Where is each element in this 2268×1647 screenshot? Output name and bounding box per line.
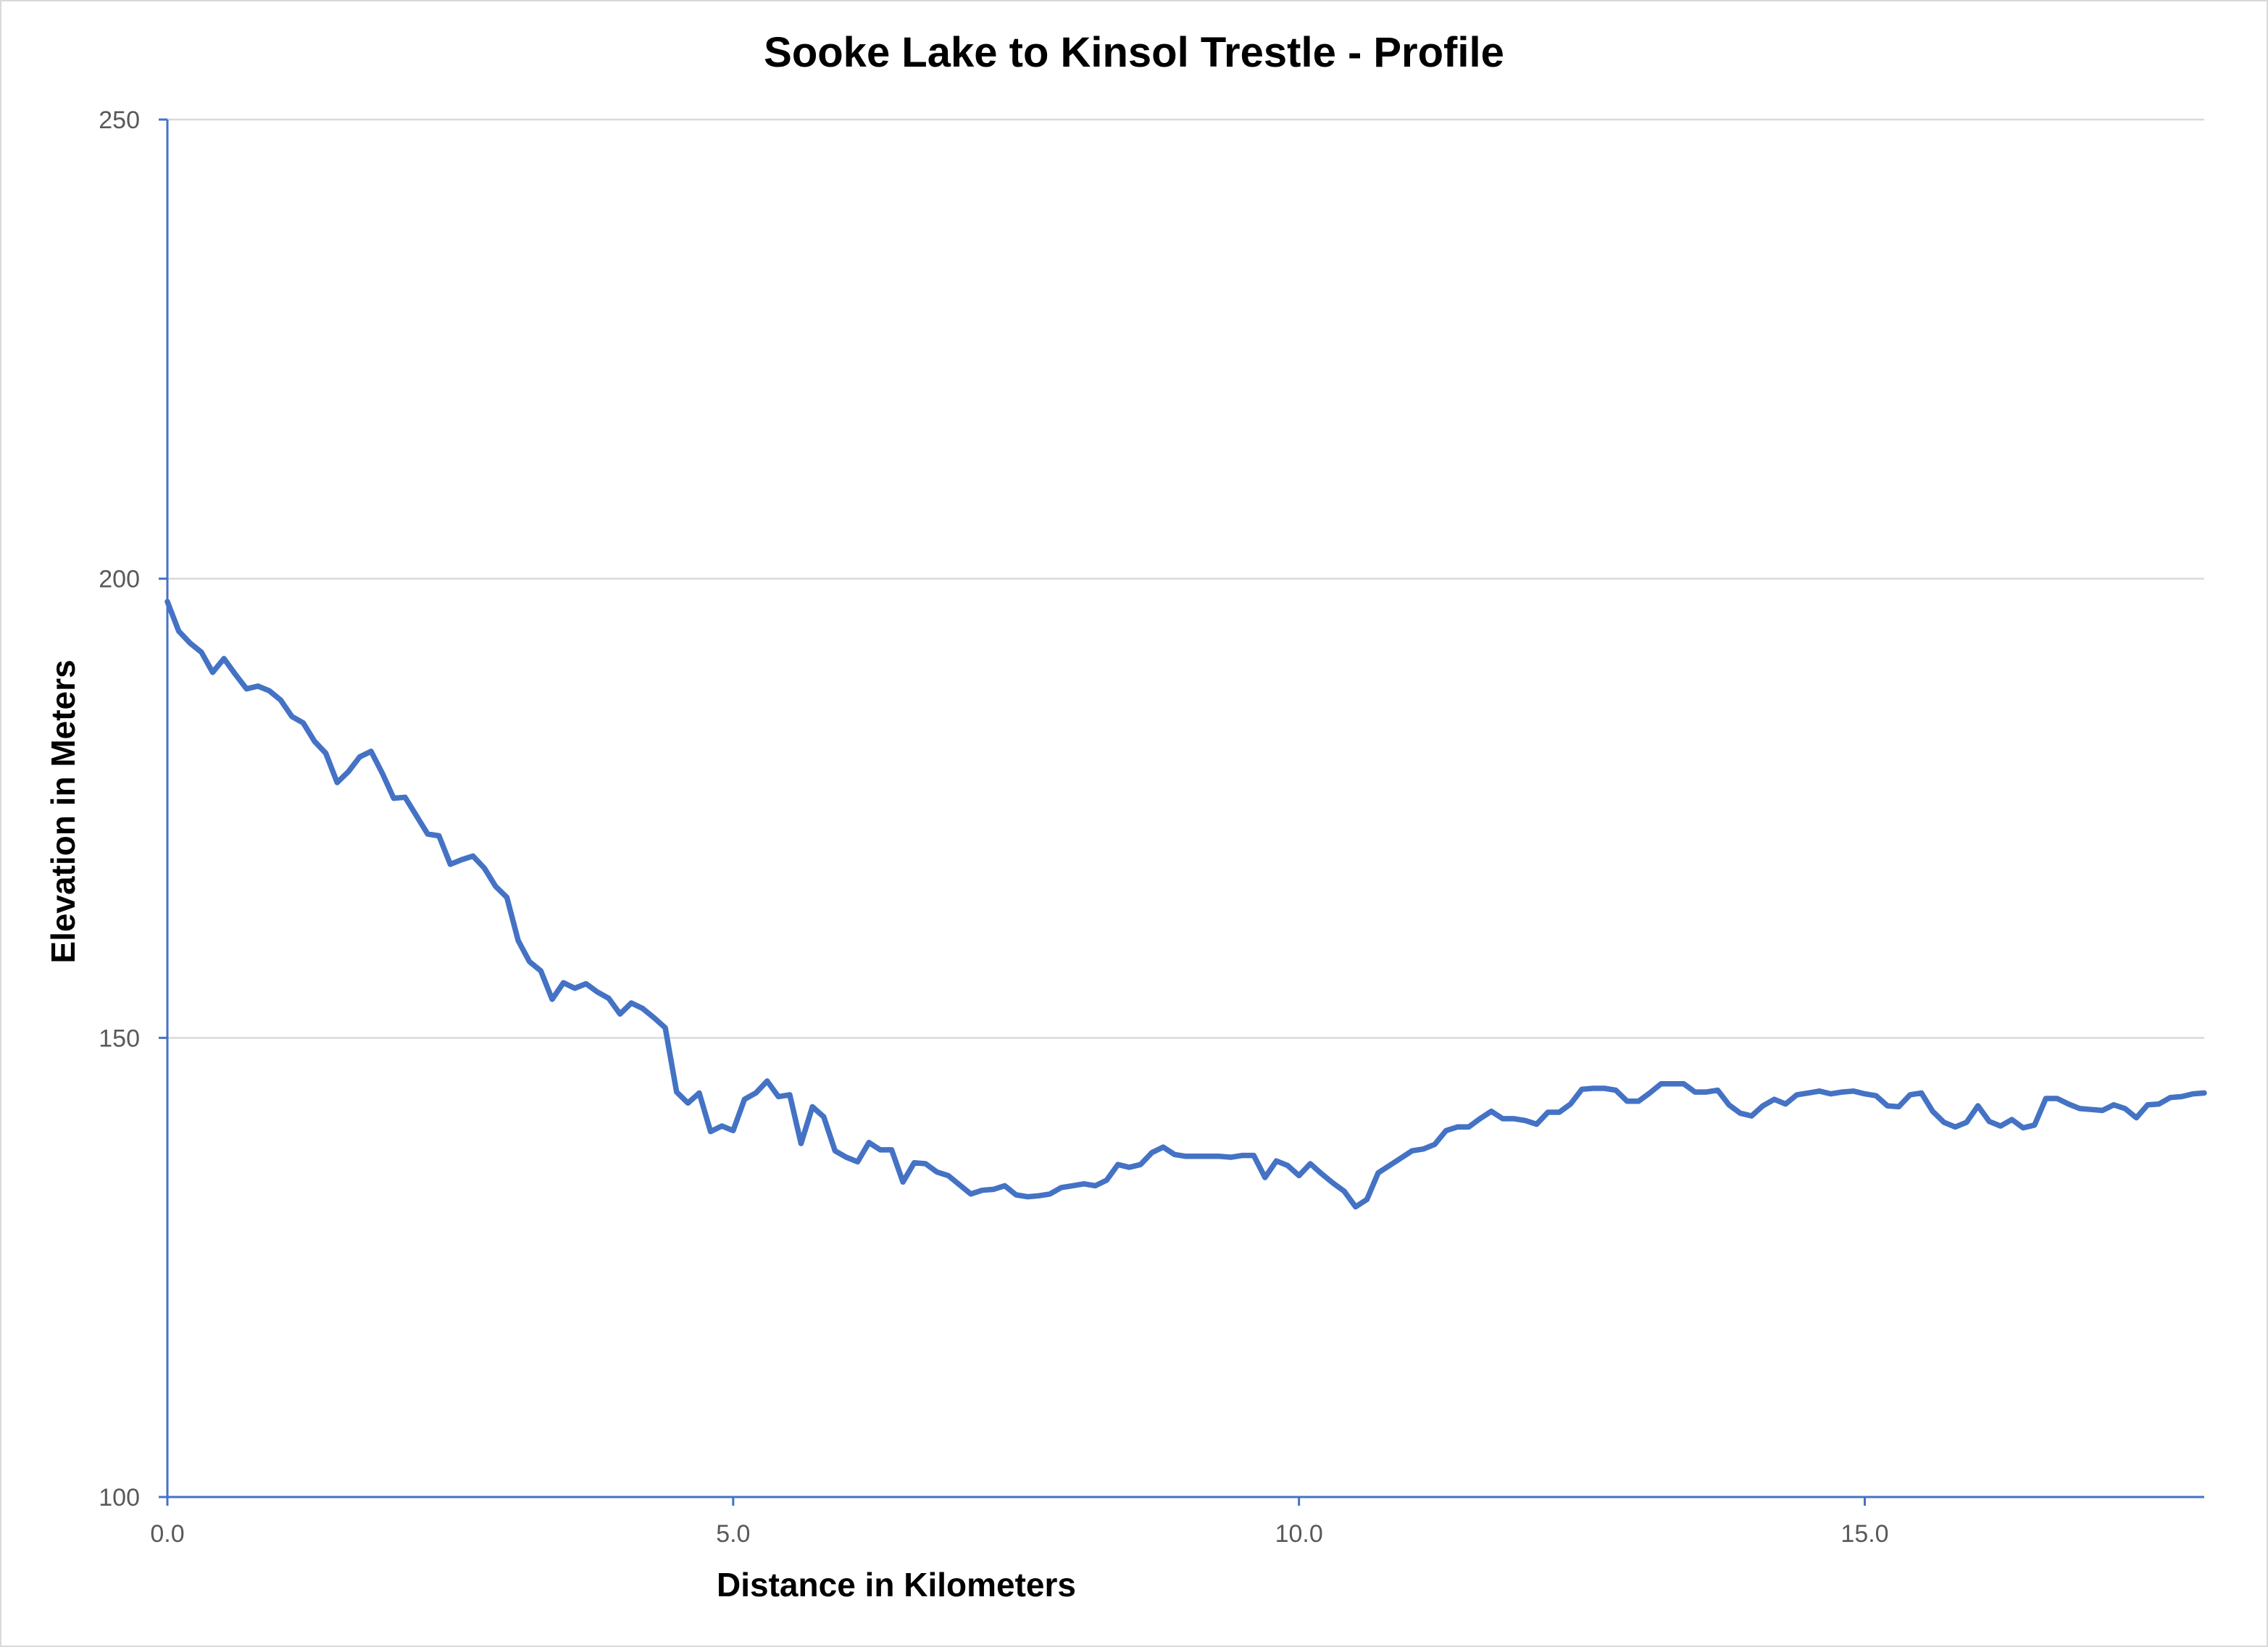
x-tick-label: 10.0 — [1275, 1520, 1323, 1548]
x-tick-label: 5.0 — [716, 1520, 750, 1548]
y-axis-title: Elevation in Meters — [44, 659, 82, 963]
x-tick-label: 15.0 — [1840, 1520, 1888, 1548]
x-tick-label: 0.0 — [150, 1520, 184, 1548]
y-tick-label: 250 — [99, 107, 140, 134]
chart-title: Sooke Lake to Kinsol Trestle - Profile — [764, 29, 1504, 76]
y-tick-label: 150 — [99, 1025, 140, 1052]
x-axis-title: Distance in Kilometers — [717, 1566, 1076, 1604]
y-tick-label: 200 — [99, 566, 140, 593]
y-tick-label: 100 — [99, 1484, 140, 1512]
axes — [159, 118, 2204, 1506]
tick-labels: 100 150 200 250 0.0 5.0 10.0 15.0 — [99, 107, 1888, 1548]
gridlines — [167, 118, 2204, 1039]
elevation-line — [164, 599, 2207, 1210]
series-layer — [164, 599, 2207, 1210]
